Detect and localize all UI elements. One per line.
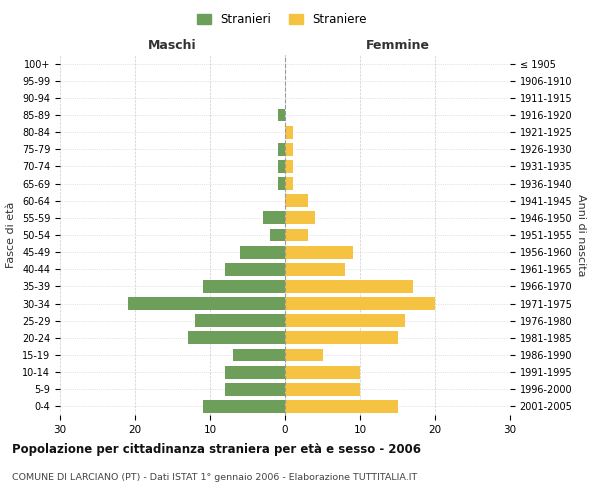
Bar bbox=[285, 212, 315, 224]
Bar bbox=[285, 383, 360, 396]
Bar bbox=[240, 246, 285, 258]
Bar bbox=[277, 160, 285, 173]
Bar bbox=[285, 263, 345, 276]
Bar bbox=[285, 143, 293, 156]
Bar bbox=[277, 108, 285, 122]
Bar bbox=[233, 348, 285, 362]
Bar bbox=[285, 297, 435, 310]
Bar bbox=[203, 400, 285, 413]
Bar bbox=[263, 212, 285, 224]
Bar bbox=[203, 280, 285, 293]
Bar bbox=[285, 280, 413, 293]
Bar bbox=[285, 126, 293, 138]
Text: Popolazione per cittadinanza straniera per età e sesso - 2006: Popolazione per cittadinanza straniera p… bbox=[12, 442, 421, 456]
Bar bbox=[285, 314, 405, 327]
Bar bbox=[277, 143, 285, 156]
Bar bbox=[225, 263, 285, 276]
Bar bbox=[128, 297, 285, 310]
Bar bbox=[285, 194, 308, 207]
Bar bbox=[285, 400, 398, 413]
Text: Femmine: Femmine bbox=[365, 38, 430, 52]
Bar bbox=[225, 383, 285, 396]
Bar bbox=[285, 366, 360, 378]
Bar bbox=[285, 160, 293, 173]
Text: COMUNE DI LARCIANO (PT) - Dati ISTAT 1° gennaio 2006 - Elaborazione TUTTITALIA.I: COMUNE DI LARCIANO (PT) - Dati ISTAT 1° … bbox=[12, 472, 417, 482]
Bar bbox=[277, 177, 285, 190]
Bar bbox=[187, 332, 285, 344]
Legend: Stranieri, Straniere: Stranieri, Straniere bbox=[192, 8, 372, 31]
Bar bbox=[285, 177, 293, 190]
Bar bbox=[285, 246, 353, 258]
Bar bbox=[285, 348, 323, 362]
Y-axis label: Anni di nascita: Anni di nascita bbox=[577, 194, 586, 276]
Text: Maschi: Maschi bbox=[148, 38, 197, 52]
Y-axis label: Fasce di età: Fasce di età bbox=[7, 202, 16, 268]
Bar bbox=[270, 228, 285, 241]
Bar bbox=[195, 314, 285, 327]
Bar bbox=[285, 332, 398, 344]
Bar bbox=[285, 228, 308, 241]
Bar bbox=[225, 366, 285, 378]
